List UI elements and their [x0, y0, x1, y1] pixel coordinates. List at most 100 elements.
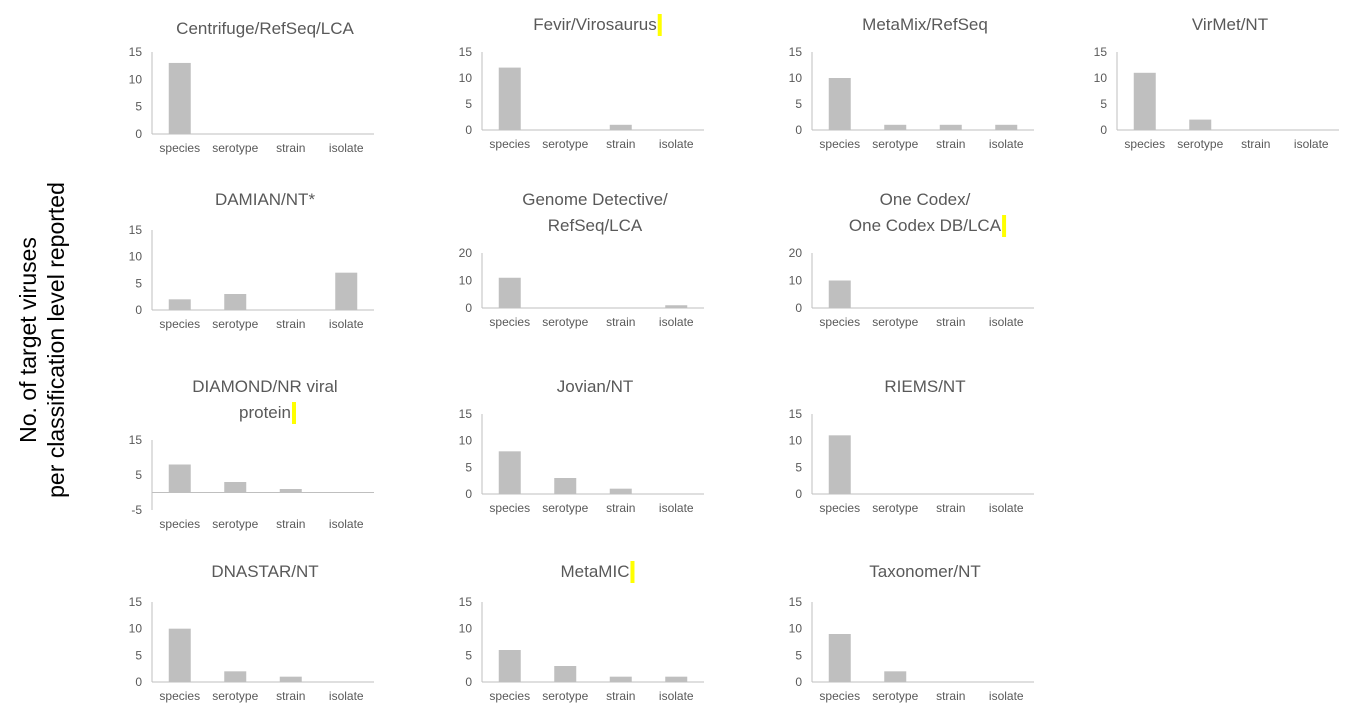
- x-tick-label: serotype: [872, 689, 918, 703]
- y-tick-label: 0: [795, 301, 802, 315]
- y-tick-label: 10: [129, 250, 143, 264]
- x-tick-label: isolate: [659, 315, 694, 329]
- chart-svg: MetaMIC 0 5 10 15 species serotype strain isolat…: [459, 561, 704, 703]
- chart-panel: DAMIAN/NT* 0 5 10 15 species serotype strain iso…: [120, 183, 390, 338]
- x-tick-label: species: [159, 317, 200, 331]
- chart-title: VirMet/NT: [1192, 15, 1268, 34]
- y-tick-label: 0: [465, 301, 472, 315]
- chart-title: Genome Detective/: [522, 190, 668, 209]
- x-tick-label: species: [819, 689, 860, 703]
- x-tick-label: species: [159, 689, 200, 703]
- x-tick-label: strain: [606, 501, 635, 515]
- y-tick-label: 10: [789, 71, 803, 85]
- x-tick-label: isolate: [329, 317, 364, 331]
- bar: [498, 277, 521, 308]
- x-tick-label: species: [489, 137, 530, 151]
- x-tick-label: isolate: [329, 689, 364, 703]
- chart-title: Jovian/NT: [557, 377, 634, 396]
- chart-panel: One Codex/One Codex DB/LCA 0 10 20 species se…: [780, 183, 1050, 336]
- bar: [828, 78, 851, 130]
- bar: [609, 676, 632, 682]
- y-tick-label: 15: [129, 433, 143, 447]
- title-highlight-marker: [1002, 215, 1007, 237]
- y-tick-label: -5: [131, 503, 142, 517]
- y-tick-label: 10: [789, 622, 803, 636]
- chart-svg: Genome Detective/RefSeq/LCA 0 10 20 species s…: [459, 190, 704, 329]
- bar: [498, 451, 521, 494]
- chart-title: One Codex DB/LCA: [849, 216, 1002, 235]
- chart-title: MetaMIC: [561, 562, 630, 581]
- x-tick-label: isolate: [1294, 137, 1329, 151]
- bar: [224, 482, 247, 493]
- bar: [498, 650, 521, 682]
- chart-title: RefSeq/LCA: [548, 216, 643, 235]
- y-tick-label: 10: [459, 274, 473, 288]
- chart-svg: Taxonomer/NT 0 5 10 15 species serotype strain i…: [789, 562, 1034, 703]
- x-tick-label: isolate: [989, 501, 1024, 515]
- x-tick-label: species: [489, 315, 530, 329]
- chart-svg: VirMet/NT 0 5 10 15 species serotype strain isol…: [1094, 15, 1339, 151]
- chart-title: DIAMOND/NR viral: [192, 377, 337, 396]
- bar: [665, 305, 688, 308]
- y-tick-label: 10: [459, 434, 473, 448]
- x-tick-label: isolate: [989, 315, 1024, 329]
- y-axis-label-svg: No. of target viruses per classification…: [15, 182, 69, 498]
- y-tick-label: 10: [459, 71, 473, 85]
- y-tick-label: 10: [789, 434, 803, 448]
- y-tick-label: 0: [465, 675, 472, 689]
- x-tick-label: species: [489, 689, 530, 703]
- bar: [335, 272, 358, 310]
- y-tick-label: 5: [135, 276, 142, 290]
- y-tick-label: 15: [789, 595, 803, 609]
- x-tick-label: strain: [276, 689, 305, 703]
- x-tick-label: strain: [606, 689, 635, 703]
- title-highlight-marker: [291, 402, 296, 424]
- bar: [168, 628, 191, 682]
- title-highlight-marker: [630, 561, 635, 583]
- chart-svg: Fevir/Virosaurus 0 5 10 15 species serotype str…: [459, 14, 704, 151]
- x-tick-label: strain: [936, 501, 965, 515]
- x-tick-label: isolate: [329, 517, 364, 531]
- chart-title: One Codex/: [880, 190, 971, 209]
- bar: [609, 488, 632, 494]
- bar: [279, 489, 302, 493]
- chart-panel: DIAMOND/NR viral protein -5 5 15 species serot…: [120, 370, 390, 538]
- y-tick-label: 20: [789, 246, 803, 260]
- chart-panel: RIEMS/NT 0 5 10 15 species serotype strain isola…: [780, 370, 1050, 522]
- bar: [665, 676, 688, 682]
- x-tick-label: serotype: [872, 315, 918, 329]
- x-tick-label: species: [819, 315, 860, 329]
- chart-panel: DNASTAR/NT 0 5 10 15 species serotype strain iso…: [120, 555, 390, 710]
- x-tick-label: strain: [606, 137, 635, 151]
- x-tick-label: species: [819, 501, 860, 515]
- bar: [828, 634, 851, 682]
- chart-title: DNASTAR/NT: [211, 562, 318, 581]
- bar: [224, 294, 247, 310]
- x-tick-label: isolate: [989, 689, 1024, 703]
- y-tick-label: 10: [459, 622, 473, 636]
- x-tick-label: strain: [936, 137, 965, 151]
- x-tick-label: isolate: [659, 137, 694, 151]
- y-tick-label: 10: [789, 274, 803, 288]
- x-tick-label: serotype: [872, 501, 918, 515]
- bar: [554, 666, 577, 682]
- bar: [498, 67, 521, 130]
- x-tick-label: serotype: [1177, 137, 1223, 151]
- chart-svg: MetaMix/RefSeq 0 5 10 15 species serotype strai…: [789, 15, 1034, 151]
- chart-panel: VirMet/NT 0 5 10 15 species serotype strain isol…: [1085, 8, 1350, 158]
- x-tick-label: species: [159, 141, 200, 155]
- y-tick-label: 5: [465, 460, 472, 474]
- chart-panel: Genome Detective/RefSeq/LCA 0 10 20 species s…: [450, 183, 720, 336]
- x-tick-label: serotype: [542, 137, 588, 151]
- chart-title: Fevir/Virosaurus: [533, 15, 656, 34]
- bar: [884, 671, 907, 682]
- x-tick-label: serotype: [212, 141, 258, 155]
- x-tick-label: isolate: [659, 689, 694, 703]
- x-tick-label: serotype: [542, 501, 588, 515]
- chart-panel: Jovian/NT 0 5 10 15 species serotype strain isol…: [450, 370, 720, 522]
- y-tick-label: 5: [795, 460, 802, 474]
- chart-svg: RIEMS/NT 0 5 10 15 species serotype strain isola…: [789, 377, 1034, 515]
- x-tick-label: serotype: [212, 317, 258, 331]
- y-tick-label: 0: [135, 675, 142, 689]
- chart-svg: DIAMOND/NR viral protein -5 5 15 species serot…: [129, 377, 374, 531]
